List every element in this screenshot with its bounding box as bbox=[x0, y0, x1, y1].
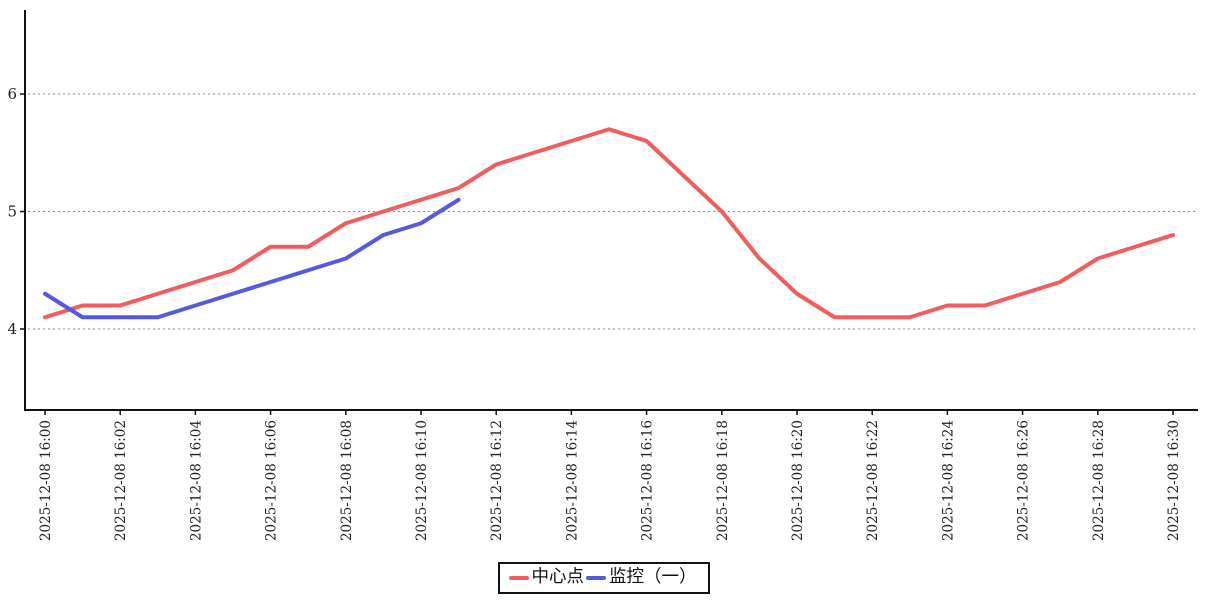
x-tick-label: 2025-12-08 16:24 bbox=[940, 420, 956, 541]
x-tick-label: 2025-12-08 16:12 bbox=[489, 420, 505, 541]
x-tick-label: 2025-12-08 16:02 bbox=[113, 420, 129, 541]
y-tick-label: 5 bbox=[7, 203, 17, 221]
legend-label-monitor-one: 监控（一） bbox=[609, 567, 697, 587]
x-tick-label: 2025-12-08 16:06 bbox=[264, 420, 280, 541]
legend-blue-dash-icon bbox=[586, 575, 606, 580]
y-tick-label: 4 bbox=[7, 320, 17, 338]
x-tick-label: 2025-12-08 16:26 bbox=[1016, 420, 1032, 541]
x-tick-label: 2025-12-08 16:28 bbox=[1091, 420, 1107, 541]
x-tick-label: 2025-12-08 16:30 bbox=[1166, 420, 1182, 541]
x-tick-label: 2025-12-08 16:18 bbox=[715, 420, 731, 541]
x-tick-label: 2025-12-08 16:04 bbox=[188, 420, 204, 541]
legend-label-center-point: 中心点 bbox=[531, 567, 585, 587]
series-line-center-point bbox=[43, 127, 1175, 320]
x-tick-label: 2025-12-08 16:20 bbox=[790, 420, 806, 541]
x-tick-label: 2025-12-08 16:10 bbox=[414, 420, 430, 541]
legend-item-monitor-one: 监控（一） bbox=[586, 567, 697, 588]
legend: 中心点 监控（一） bbox=[497, 562, 710, 594]
y-tick-label: 6 bbox=[7, 85, 17, 103]
x-tick-label: 2025-12-08 16:22 bbox=[865, 420, 881, 541]
x-tick-label: 2025-12-08 16:08 bbox=[339, 420, 355, 541]
legend-item-center-point: 中心点 bbox=[508, 567, 585, 588]
x-tick-label: 2025-12-08 16:14 bbox=[564, 420, 580, 541]
legend-red-dash-icon bbox=[508, 575, 529, 580]
x-tick-label: 2025-12-08 16:16 bbox=[640, 420, 656, 541]
series-line-monitor-one bbox=[43, 197, 461, 320]
x-tick-label: 2025-12-08 16:00 bbox=[38, 420, 54, 541]
